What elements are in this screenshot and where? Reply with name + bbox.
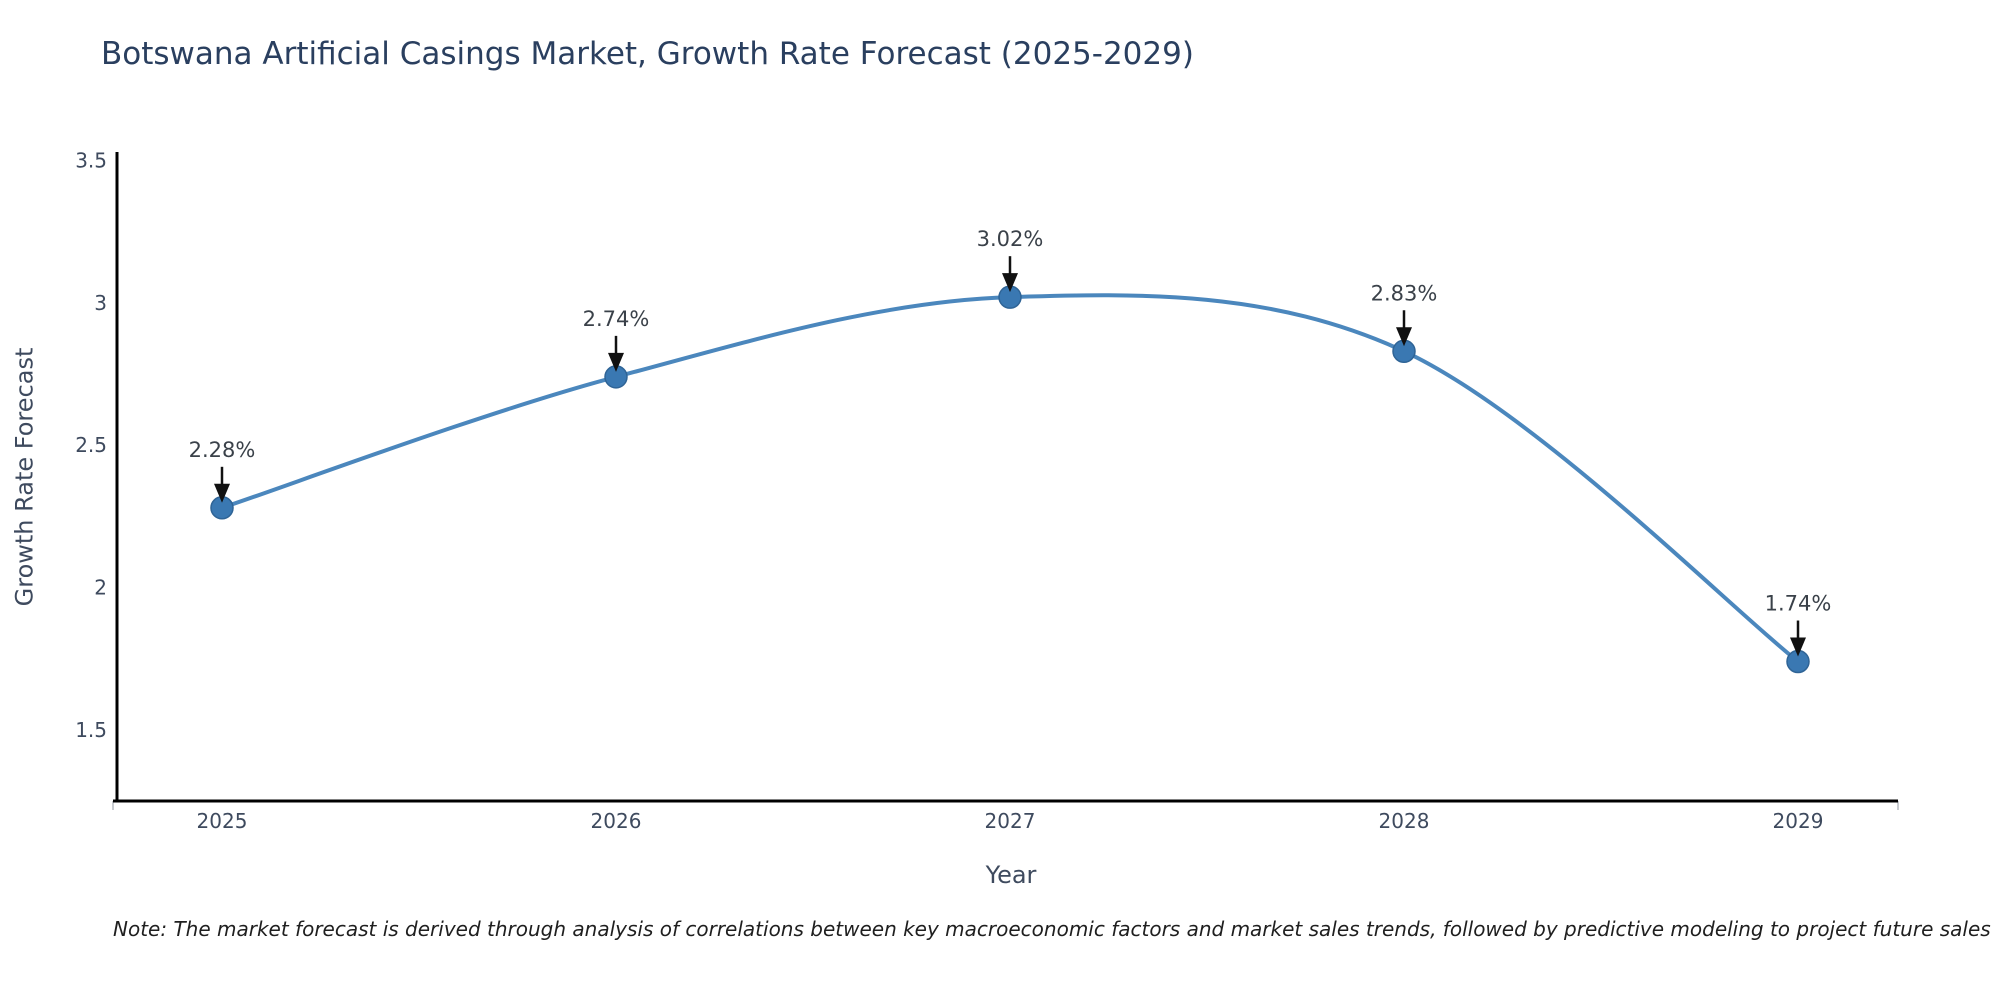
y-tick-label: 3 bbox=[94, 291, 107, 315]
point-label: 2.83% bbox=[1371, 281, 1438, 305]
x-tick-label: 2026 bbox=[591, 809, 642, 833]
chart-title: Botswana Artificial Casings Market, Grow… bbox=[101, 36, 1194, 72]
x-tick-label: 2025 bbox=[197, 809, 248, 833]
chart-footnote: Note: The market forecast is derived thr… bbox=[113, 917, 1991, 941]
annotation-arrowhead bbox=[1396, 327, 1412, 347]
point-label: 2.28% bbox=[189, 438, 256, 462]
annotation-arrowhead bbox=[1790, 637, 1806, 657]
y-axis-title: Growth Rate Forecast bbox=[10, 347, 38, 606]
x-tick-label: 2027 bbox=[985, 809, 1036, 833]
y-axis-title-wrap: Growth Rate Forecast bbox=[0, 152, 48, 801]
x-tick-label: 2029 bbox=[1773, 809, 1824, 833]
x-tick-label: 2028 bbox=[1379, 809, 1430, 833]
y-tick-label: 1.5 bbox=[75, 718, 107, 742]
annotation-arrowhead bbox=[608, 352, 624, 372]
annotation-arrowhead bbox=[214, 483, 230, 503]
annotation-arrowhead bbox=[1002, 273, 1018, 293]
y-tick-label: 2 bbox=[94, 576, 107, 600]
y-tick-label: 2.5 bbox=[75, 433, 107, 457]
trend-line bbox=[220, 293, 1800, 664]
y-tick-label: 3.5 bbox=[75, 149, 107, 173]
point-label: 1.74% bbox=[1765, 592, 1832, 616]
x-axis-title: Year bbox=[985, 861, 1037, 889]
point-label: 2.74% bbox=[583, 307, 650, 331]
point-label: 3.02% bbox=[977, 227, 1044, 251]
